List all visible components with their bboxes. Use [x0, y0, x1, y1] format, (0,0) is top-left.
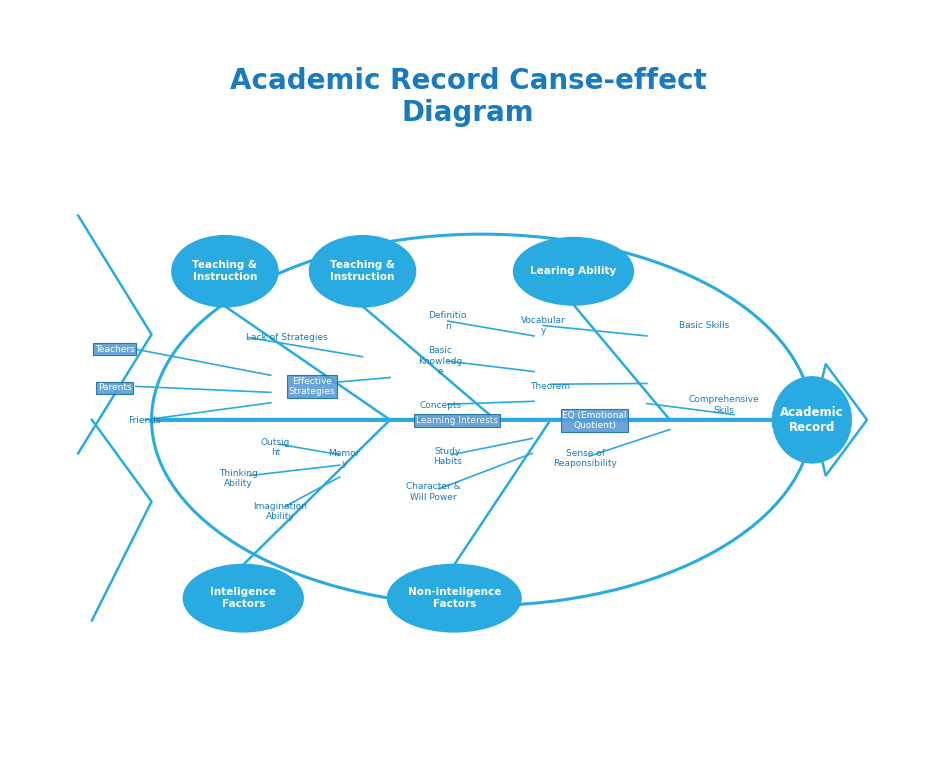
Ellipse shape [310, 236, 416, 306]
Ellipse shape [514, 238, 633, 305]
Text: Friends: Friends [128, 416, 161, 425]
Text: Character &
Will Power: Character & Will Power [406, 482, 461, 502]
Text: Effective
Strategies: Effective Strategies [289, 377, 335, 396]
Text: Teaching &
Instruction: Teaching & Instruction [330, 261, 395, 282]
Text: Definitio
n: Definitio n [429, 312, 467, 330]
Text: Teaching &
Instruction: Teaching & Instruction [193, 261, 257, 282]
Text: Study
Habits: Study Habits [433, 446, 462, 466]
Text: Vocabular
y: Vocabular y [520, 316, 565, 335]
Text: Non-inteligence
Factors: Non-inteligence Factors [407, 587, 501, 609]
Ellipse shape [172, 236, 278, 306]
Text: Memor
y: Memor y [329, 449, 359, 468]
Text: Thinking
Ability: Thinking Ability [219, 469, 258, 488]
Text: Concepts: Concepts [419, 401, 461, 410]
Text: Imagination
Ability: Imagination Ability [253, 502, 307, 521]
Ellipse shape [773, 377, 851, 462]
Text: Lack of Strategies: Lack of Strategies [246, 333, 328, 342]
Text: Theorem: Theorem [531, 382, 571, 391]
Ellipse shape [388, 565, 520, 631]
Text: Academic
Record: Academic Record [781, 406, 843, 434]
Text: Learning Interests: Learning Interests [416, 416, 498, 425]
Text: Parents: Parents [98, 384, 132, 393]
Text: Basic
Knowledg
e: Basic Knowledg e [418, 346, 462, 376]
Text: Comprehensive
Skils: Comprehensive Skils [688, 396, 759, 415]
Text: Academic Record Canse-effect
Diagram: Academic Record Canse-effect Diagram [229, 67, 707, 127]
Text: EQ (Emotional
Quotient): EQ (Emotional Quotient) [563, 411, 627, 431]
Text: Inteligence
Factors: Inteligence Factors [211, 587, 276, 609]
Text: Outsig
ht: Outsig ht [261, 437, 290, 457]
Text: Basic Skills: Basic Skills [679, 321, 729, 330]
Ellipse shape [183, 565, 303, 631]
Text: Learing Ability: Learing Ability [531, 266, 617, 276]
Text: Sense of
Reaponsibility: Sense of Reaponsibility [553, 449, 618, 468]
Text: Teachers: Teachers [95, 345, 135, 354]
